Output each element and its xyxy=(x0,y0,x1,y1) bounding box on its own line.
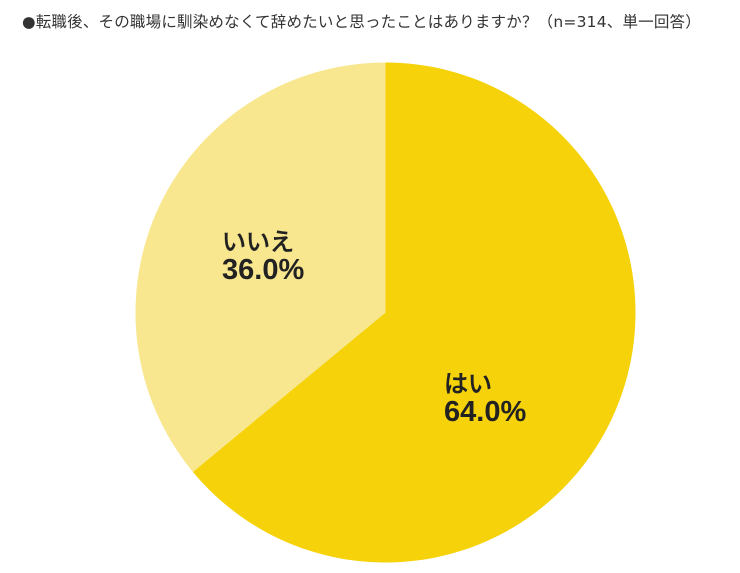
slice-label-no-name: いいえ xyxy=(222,229,294,256)
pie-slice-yes xyxy=(192,62,636,563)
chart-title: ●転職後、その職場に馴染めなくて辞めたいと思ったことはありますか？（n=314、… xyxy=(22,13,701,31)
slice-label-yes-percent: 64.0% xyxy=(444,396,527,429)
slice-label-yes: はい 64.0% xyxy=(444,372,526,428)
slice-label-no: いいえ 36.0% xyxy=(222,230,304,286)
slice-label-no-percent: 36.0% xyxy=(222,254,305,287)
pie-slice-no xyxy=(135,62,386,472)
slice-label-yes-name: はい xyxy=(444,371,492,398)
